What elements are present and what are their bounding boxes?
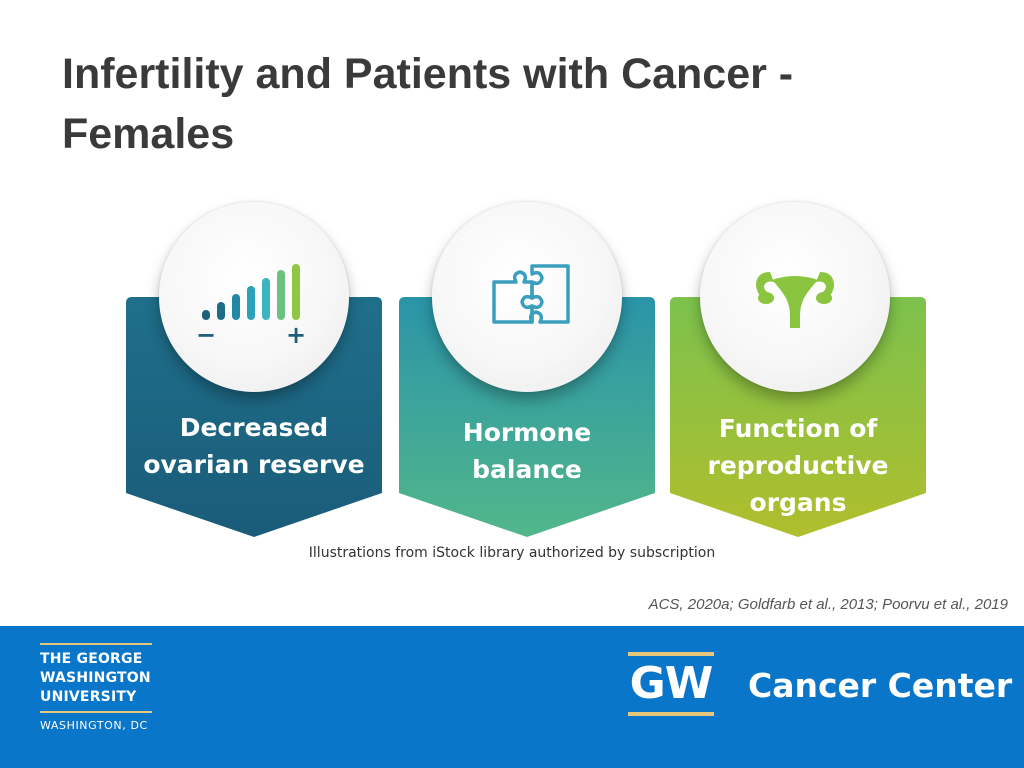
card-label-line: balance	[472, 455, 582, 484]
plus-sign: +	[286, 321, 306, 349]
circle-badge	[432, 202, 622, 392]
citation: ACS, 2020a; Goldfarb et al., 2013; Poorv…	[648, 596, 1008, 613]
logo-location: WASHINGTON, DC	[40, 719, 148, 732]
gwu-logo: THE GEORGE WASHINGTON UNIVERSITY WASHING…	[40, 643, 152, 733]
footer-bar: THE GEORGE WASHINGTON UNIVERSITY WASHING…	[0, 626, 1024, 768]
logo-line: THE GEORGE	[40, 651, 143, 667]
image-credit-caption: Illustrations from iStock library author…	[308, 545, 716, 561]
card-label-line: reproductive	[707, 451, 889, 480]
logo-rule	[40, 643, 152, 645]
cancer-center-name: Cancer Center	[748, 666, 1013, 705]
logo-line: WASHINGTON	[40, 670, 151, 686]
card-label: Decreased ovarian reserve	[126, 409, 382, 483]
gw-top-bar	[628, 652, 714, 656]
card-label-line: ovarian reserve	[143, 450, 365, 479]
card-label-line: organs	[749, 488, 847, 517]
slide-title-line: Females	[62, 110, 235, 158]
logo-wordmark: THE GEORGE WASHINGTON UNIVERSITY	[40, 645, 152, 711]
gw-letters: GW	[629, 658, 714, 709]
gw-bottom-bar	[628, 712, 714, 716]
uterus-icon	[756, 272, 834, 328]
card-label-line: Decreased	[179, 413, 329, 442]
slide-title-line: Infertility and Patients with Cancer -	[62, 50, 794, 98]
logo-rule	[40, 711, 152, 713]
gw-monogram: GW	[628, 652, 714, 716]
puzzle-icon	[492, 264, 570, 324]
card-label: Function of reproductive organs	[670, 410, 926, 521]
logo-line: UNIVERSITY	[40, 689, 137, 705]
slide-title: Infertility and Patients with Cancer - F…	[62, 44, 962, 164]
card-label-line: Function of	[718, 414, 878, 443]
minus-sign: −	[196, 321, 216, 349]
circle-badge: − +	[159, 202, 349, 392]
signal-bars-icon: − +	[196, 264, 306, 349]
card-label-line: Hormone	[462, 418, 592, 447]
card-label: Hormone balance	[399, 414, 655, 488]
circle-badge	[700, 202, 890, 392]
